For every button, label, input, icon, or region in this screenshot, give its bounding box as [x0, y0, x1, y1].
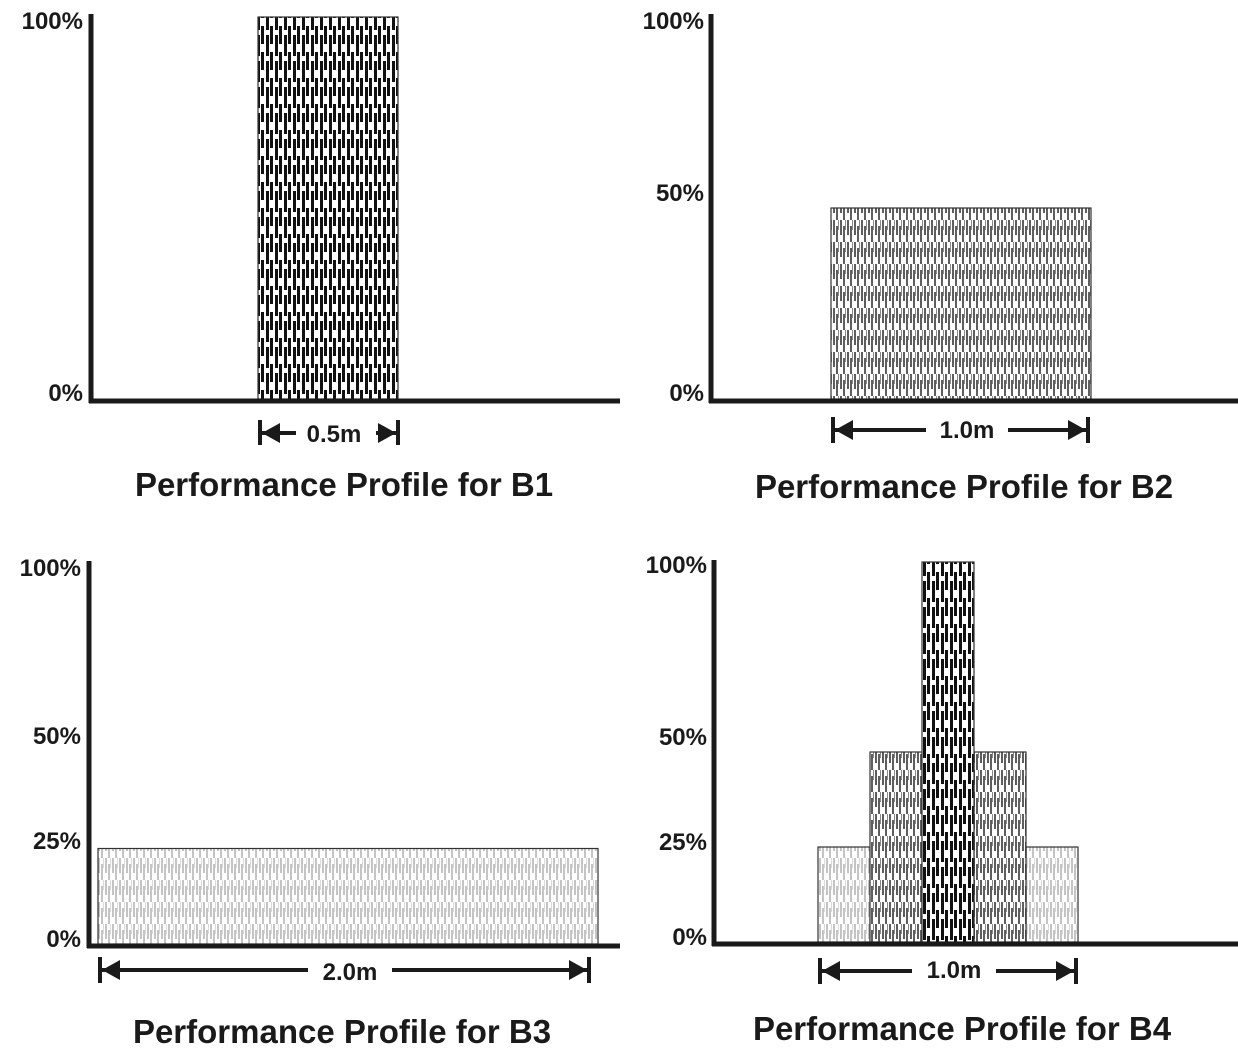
bar-medium [830, 207, 1092, 400]
panel-b2: 100% 50% 0% 1.0m Performance Profile for… [643, 8, 1238, 505]
bar-light [1025, 846, 1079, 943]
panel-b4: 100% 50% 25% 0% 1.0m Performance Profile… [646, 552, 1238, 1047]
bar-dark [921, 561, 975, 943]
y-tick-label: 0% [46, 926, 81, 953]
chart-title: Performance Profile for B3 [133, 1013, 551, 1049]
dim-arrow-right [378, 423, 396, 443]
bars-layer-b3 [97, 847, 599, 945]
y-tick-label: 0% [669, 380, 704, 407]
dim-arrow-left [835, 420, 853, 440]
y-tick-label: 50% [33, 723, 81, 750]
dim-arrow-left [262, 423, 280, 443]
width-dimension-b3: 2.0m [98, 957, 591, 986]
dim-arrow-left [102, 960, 120, 980]
width-dimension-b1: 0.5m [258, 420, 400, 448]
y-tick-label: 0% [48, 380, 83, 407]
width-label: 0.5m [307, 421, 362, 448]
y-tick-label: 25% [33, 828, 81, 855]
width-dimension-b4: 1.0m [818, 957, 1078, 984]
panel-b3: 100% 50% 25% 0% 2.0m Performance Profile… [20, 555, 620, 1049]
y-tick-label: 100% [643, 8, 704, 35]
dim-arrow-right [1068, 420, 1086, 440]
width-dimension-b2: 1.0m [831, 417, 1090, 444]
bar-medium [869, 751, 923, 943]
dim-arrow-left [822, 961, 840, 981]
chart-title: Performance Profile for B4 [753, 1010, 1172, 1047]
dim-arrow-right [569, 960, 587, 980]
y-tick-label: 0% [672, 924, 707, 951]
bar-light [817, 846, 871, 943]
chart-title: Performance Profile for B1 [135, 466, 553, 503]
bars-layer-b4 [817, 561, 1079, 943]
y-tick-label: 50% [659, 724, 707, 751]
width-label: 1.0m [940, 417, 995, 444]
y-tick-label: 25% [659, 829, 707, 856]
width-label: 1.0m [927, 957, 982, 984]
dim-arrow-right [1056, 961, 1074, 981]
bars-layer-b2 [830, 207, 1092, 400]
y-tick-label: 100% [20, 555, 81, 582]
panel-b1: 100% 0% 0.5m Performance Profile for B1 [22, 8, 620, 503]
chart-title: Performance Profile for B2 [755, 468, 1173, 505]
bar-medium [973, 751, 1027, 943]
bar-light [97, 847, 599, 945]
width-label: 2.0m [323, 959, 378, 986]
y-tick-label: 50% [656, 180, 704, 207]
y-tick-label: 100% [22, 8, 83, 35]
y-tick-label: 100% [646, 552, 707, 579]
bar-dark [257, 16, 399, 400]
bars-layer-b1 [257, 16, 399, 400]
